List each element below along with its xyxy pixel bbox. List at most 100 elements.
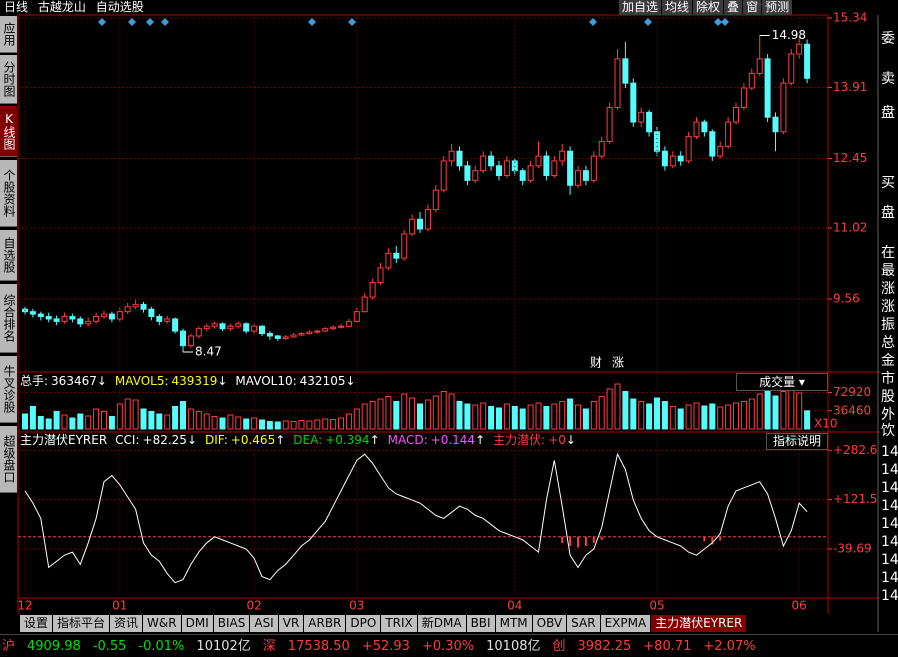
volume-bar — [480, 402, 487, 430]
indicator-tab[interactable]: 设置 — [20, 615, 53, 632]
volume-bar — [772, 395, 779, 430]
indicator-tab[interactable]: BIAS — [213, 615, 250, 632]
candle-body — [440, 160, 447, 191]
indicator-tab[interactable]: BBI — [466, 615, 495, 632]
header-name: CCI: — [115, 433, 140, 447]
volume-bar — [740, 401, 747, 430]
indicator-tab[interactable]: DMI — [181, 615, 213, 632]
volume-bar — [685, 404, 692, 430]
candle-body — [227, 325, 234, 330]
indicator-select[interactable]: 成交量 ▾ — [736, 373, 828, 391]
help-button[interactable]: 指标说明 — [766, 433, 828, 450]
volume-bar — [227, 414, 234, 430]
right-panel-text: 14 — [881, 552, 898, 568]
candle-body — [259, 325, 265, 335]
toolbar-button[interactable]: 加自选 — [619, 0, 662, 15]
candle-body — [582, 170, 589, 181]
side-tab[interactable]: 超级盘口 — [0, 426, 17, 493]
candle-body — [432, 189, 439, 211]
indicator-tab[interactable]: 资讯 — [110, 615, 143, 632]
info-diamond — [128, 18, 136, 26]
toolbar-button[interactable]: 叠 — [724, 0, 743, 15]
y-tick-label: 9.56 — [833, 292, 860, 306]
right-panel-text: 最 — [881, 263, 895, 279]
candle-body — [235, 323, 242, 327]
indicator-tab[interactable]: ASI — [250, 615, 278, 632]
candle-body — [764, 58, 771, 118]
y-tick-label: 72920 — [833, 385, 871, 399]
volume-bar — [37, 416, 44, 430]
volume-bar — [251, 417, 258, 430]
indicator-tab[interactable]: 新DMA — [417, 615, 466, 632]
stock-name: 古越龙山 — [37, 0, 86, 14]
bottom-tabs: 设置 指标平台 资讯 W&R DMI BIAS ASI VR ARBR DPO TRIX 新DMA BB… — [20, 615, 747, 632]
volume-bar — [290, 421, 297, 430]
header-name: MAVOL10: — [235, 374, 297, 388]
toolbar-button[interactable]: 均线 — [662, 0, 693, 15]
indicator-tab[interactable]: W&R — [143, 615, 181, 632]
candle-body — [598, 140, 605, 157]
indicator-line — [24, 452, 808, 584]
volume-bar — [211, 416, 218, 430]
indicator-header: 主力潜伏EYRER CCI: +82.25↓ DIF: +0.465↑ DEA: +0.39… — [20, 433, 576, 448]
candle-body — [606, 106, 613, 142]
y-tick-label: +121.5 — [833, 492, 877, 506]
volume-bar — [567, 398, 574, 430]
candle-body — [180, 330, 186, 347]
candle-body — [638, 111, 645, 123]
candle-body — [187, 335, 194, 347]
candle-body — [298, 333, 305, 336]
indicator-tab[interactable]: VR — [278, 615, 304, 632]
candle-body — [211, 323, 218, 327]
candle-body — [322, 328, 329, 332]
volume-bar — [330, 419, 337, 430]
indicator-tab[interactable]: DPO — [346, 615, 381, 632]
toolbar-button[interactable]: 除权 — [693, 0, 724, 15]
side-tab[interactable]: 应用 — [0, 16, 17, 53]
side-tab[interactable]: K线图 — [0, 106, 17, 157]
candle-body — [101, 313, 107, 318]
right-panel-text: 盘 — [881, 205, 895, 221]
indicator-tab[interactable]: ARBR — [304, 615, 346, 632]
candle-body — [480, 155, 487, 172]
candle-body — [290, 334, 297, 338]
indicator-tab[interactable]: EXPMA — [600, 615, 651, 632]
volume-bar — [804, 410, 811, 430]
volume-bar — [709, 403, 716, 430]
header-value: 432105 — [299, 374, 346, 388]
candle-body — [93, 316, 100, 322]
volume-bar — [69, 417, 76, 430]
candle-body — [456, 150, 463, 167]
status-item: 3982.25 — [577, 639, 632, 654]
header-arrow: ↑ — [275, 433, 286, 447]
side-tab[interactable]: 个股资料 — [0, 160, 17, 227]
indicator-tab[interactable]: 指标平台 — [53, 615, 110, 632]
indicator-tab[interactable]: TRIX — [381, 615, 417, 632]
tool[interactable]: 自动选股 — [95, 0, 144, 14]
toolbar-button[interactable]: 窗 — [743, 0, 762, 15]
x-tick-label: 02 — [246, 599, 261, 613]
volume-bar — [195, 411, 202, 430]
indicator-tab[interactable]: MTM — [495, 615, 532, 632]
x-tick-label: 01 — [112, 599, 127, 613]
volume-bar — [646, 403, 653, 430]
status-item: +0.30% — [421, 639, 475, 654]
volume-bar — [448, 393, 455, 430]
toolbar-button[interactable]: 预测 — [762, 0, 793, 15]
info-diamond — [644, 18, 652, 26]
side-tab[interactable]: 牛叉诊股 — [0, 356, 17, 423]
side-tab[interactable]: 自选股 — [0, 230, 17, 281]
right-panel-text: 卖 — [881, 71, 895, 87]
volume-bar — [756, 393, 763, 430]
volume-bar — [93, 408, 100, 430]
indicator-tab[interactable]: 主力潜伏EYRER — [651, 615, 747, 632]
volume-bar — [77, 413, 84, 430]
info-diamond — [714, 18, 722, 26]
indicator-tab[interactable]: OBV — [532, 615, 567, 632]
candle-body — [116, 311, 123, 320]
info-diamond — [721, 18, 729, 26]
side-tab[interactable]: 分时图 — [0, 55, 17, 104]
indicator-tab[interactable]: SAR — [567, 615, 600, 632]
side-tab[interactable]: 综合排名 — [0, 284, 17, 353]
volume-bar — [353, 408, 360, 430]
